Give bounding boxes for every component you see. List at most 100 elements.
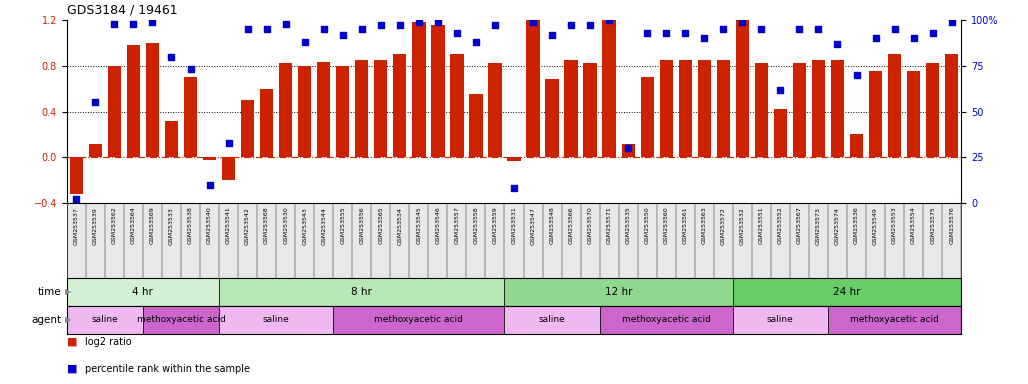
Point (68, 196, 84, 202)
Point (715, 26, 732, 32)
Bar (126, 45, 140, 157)
Point (906, 35, 922, 41)
Bar (260, 89, 273, 157)
Text: ▶: ▶ (65, 316, 71, 324)
Text: GSM253574: GSM253574 (835, 207, 840, 245)
Text: GSM253538: GSM253538 (188, 207, 193, 245)
Text: saline: saline (767, 316, 794, 324)
Bar (184, 77, 197, 157)
Text: saline: saline (91, 316, 118, 324)
Bar (812, 60, 825, 157)
Text: methoxyacetic acid: methoxyacetic acid (850, 316, 939, 324)
Point (106, 21, 122, 27)
Text: GSM253540: GSM253540 (207, 207, 212, 245)
Bar (146, 43, 159, 157)
Point (734, 19, 750, 25)
Bar (926, 63, 940, 157)
Text: GSM253544: GSM253544 (321, 207, 326, 245)
Text: percentile rank within the sample: percentile rank within the sample (85, 364, 251, 374)
Bar (660, 60, 673, 157)
Point (372, 22, 389, 28)
Point (182, 66, 198, 73)
Text: GSM253568: GSM253568 (264, 207, 269, 244)
Bar (831, 60, 844, 157)
Point (696, 35, 712, 41)
Point (620, 145, 636, 151)
Point (563, 22, 580, 28)
Bar (584, 63, 597, 157)
Text: GSM253534: GSM253534 (398, 207, 402, 245)
Text: GSM253572: GSM253572 (721, 207, 726, 245)
Text: 24 hr: 24 hr (834, 287, 860, 297)
Text: GSM253542: GSM253542 (245, 207, 250, 245)
Text: GSM253555: GSM253555 (340, 207, 345, 244)
Point (354, 26, 370, 32)
Text: ■: ■ (67, 364, 77, 374)
Point (868, 35, 884, 41)
Bar (203, 157, 216, 159)
Bar (850, 134, 864, 157)
Bar (393, 54, 406, 157)
Text: GSM253556: GSM253556 (359, 207, 364, 244)
Text: GSM253545: GSM253545 (416, 207, 421, 245)
Bar (564, 60, 578, 157)
Bar (333, 306, 505, 334)
Bar (67, 306, 143, 334)
Text: GSM253570: GSM253570 (588, 207, 592, 245)
Point (772, 86, 788, 93)
Text: GSM253552: GSM253552 (778, 207, 783, 245)
Point (848, 72, 865, 78)
Text: GSM253561: GSM253561 (683, 207, 688, 244)
Bar (488, 63, 502, 157)
Point (144, 19, 160, 25)
Text: 4 hr: 4 hr (133, 287, 153, 297)
Text: GSM253560: GSM253560 (664, 207, 669, 244)
Text: GSM253541: GSM253541 (226, 207, 231, 245)
Text: GSM253539: GSM253539 (93, 207, 98, 245)
Bar (793, 63, 806, 157)
Point (87, 99, 104, 106)
Bar (505, 278, 733, 306)
Bar (143, 306, 219, 334)
Text: GSM253551: GSM253551 (759, 207, 764, 244)
Text: GSM253536: GSM253536 (854, 207, 859, 245)
Text: GSM253567: GSM253567 (797, 207, 802, 245)
Text: GSM253566: GSM253566 (568, 207, 574, 244)
Text: GSM253564: GSM253564 (131, 207, 136, 245)
Text: GSM253531: GSM253531 (512, 207, 516, 245)
Bar (717, 60, 730, 157)
Text: GSM253549: GSM253549 (873, 207, 878, 245)
Point (392, 22, 408, 28)
Text: saline: saline (263, 316, 290, 324)
Bar (70, 157, 83, 194)
Bar (505, 306, 599, 334)
Bar (546, 79, 559, 157)
Text: agent: agent (32, 315, 62, 325)
Bar (279, 63, 292, 157)
Bar (219, 278, 505, 306)
Bar (888, 54, 902, 157)
Bar (164, 121, 178, 157)
Point (240, 26, 256, 32)
Text: GSM253569: GSM253569 (150, 207, 155, 245)
Bar (412, 22, 426, 157)
Text: GSM253559: GSM253559 (492, 207, 498, 245)
Point (886, 26, 903, 32)
Text: GSM253547: GSM253547 (530, 207, 536, 245)
Bar (622, 144, 635, 157)
Point (410, 19, 427, 25)
Point (448, 30, 465, 36)
Bar (678, 60, 692, 157)
Text: GSM253565: GSM253565 (378, 207, 383, 244)
Text: GSM253576: GSM253576 (949, 207, 954, 245)
Text: GSM253563: GSM253563 (702, 207, 707, 245)
Bar (108, 66, 121, 157)
Bar (733, 278, 961, 306)
Bar (869, 71, 882, 157)
Bar (526, 20, 540, 157)
Point (810, 26, 827, 32)
Point (544, 31, 560, 38)
Bar (698, 60, 711, 157)
Point (601, 17, 618, 23)
Bar (241, 100, 254, 157)
